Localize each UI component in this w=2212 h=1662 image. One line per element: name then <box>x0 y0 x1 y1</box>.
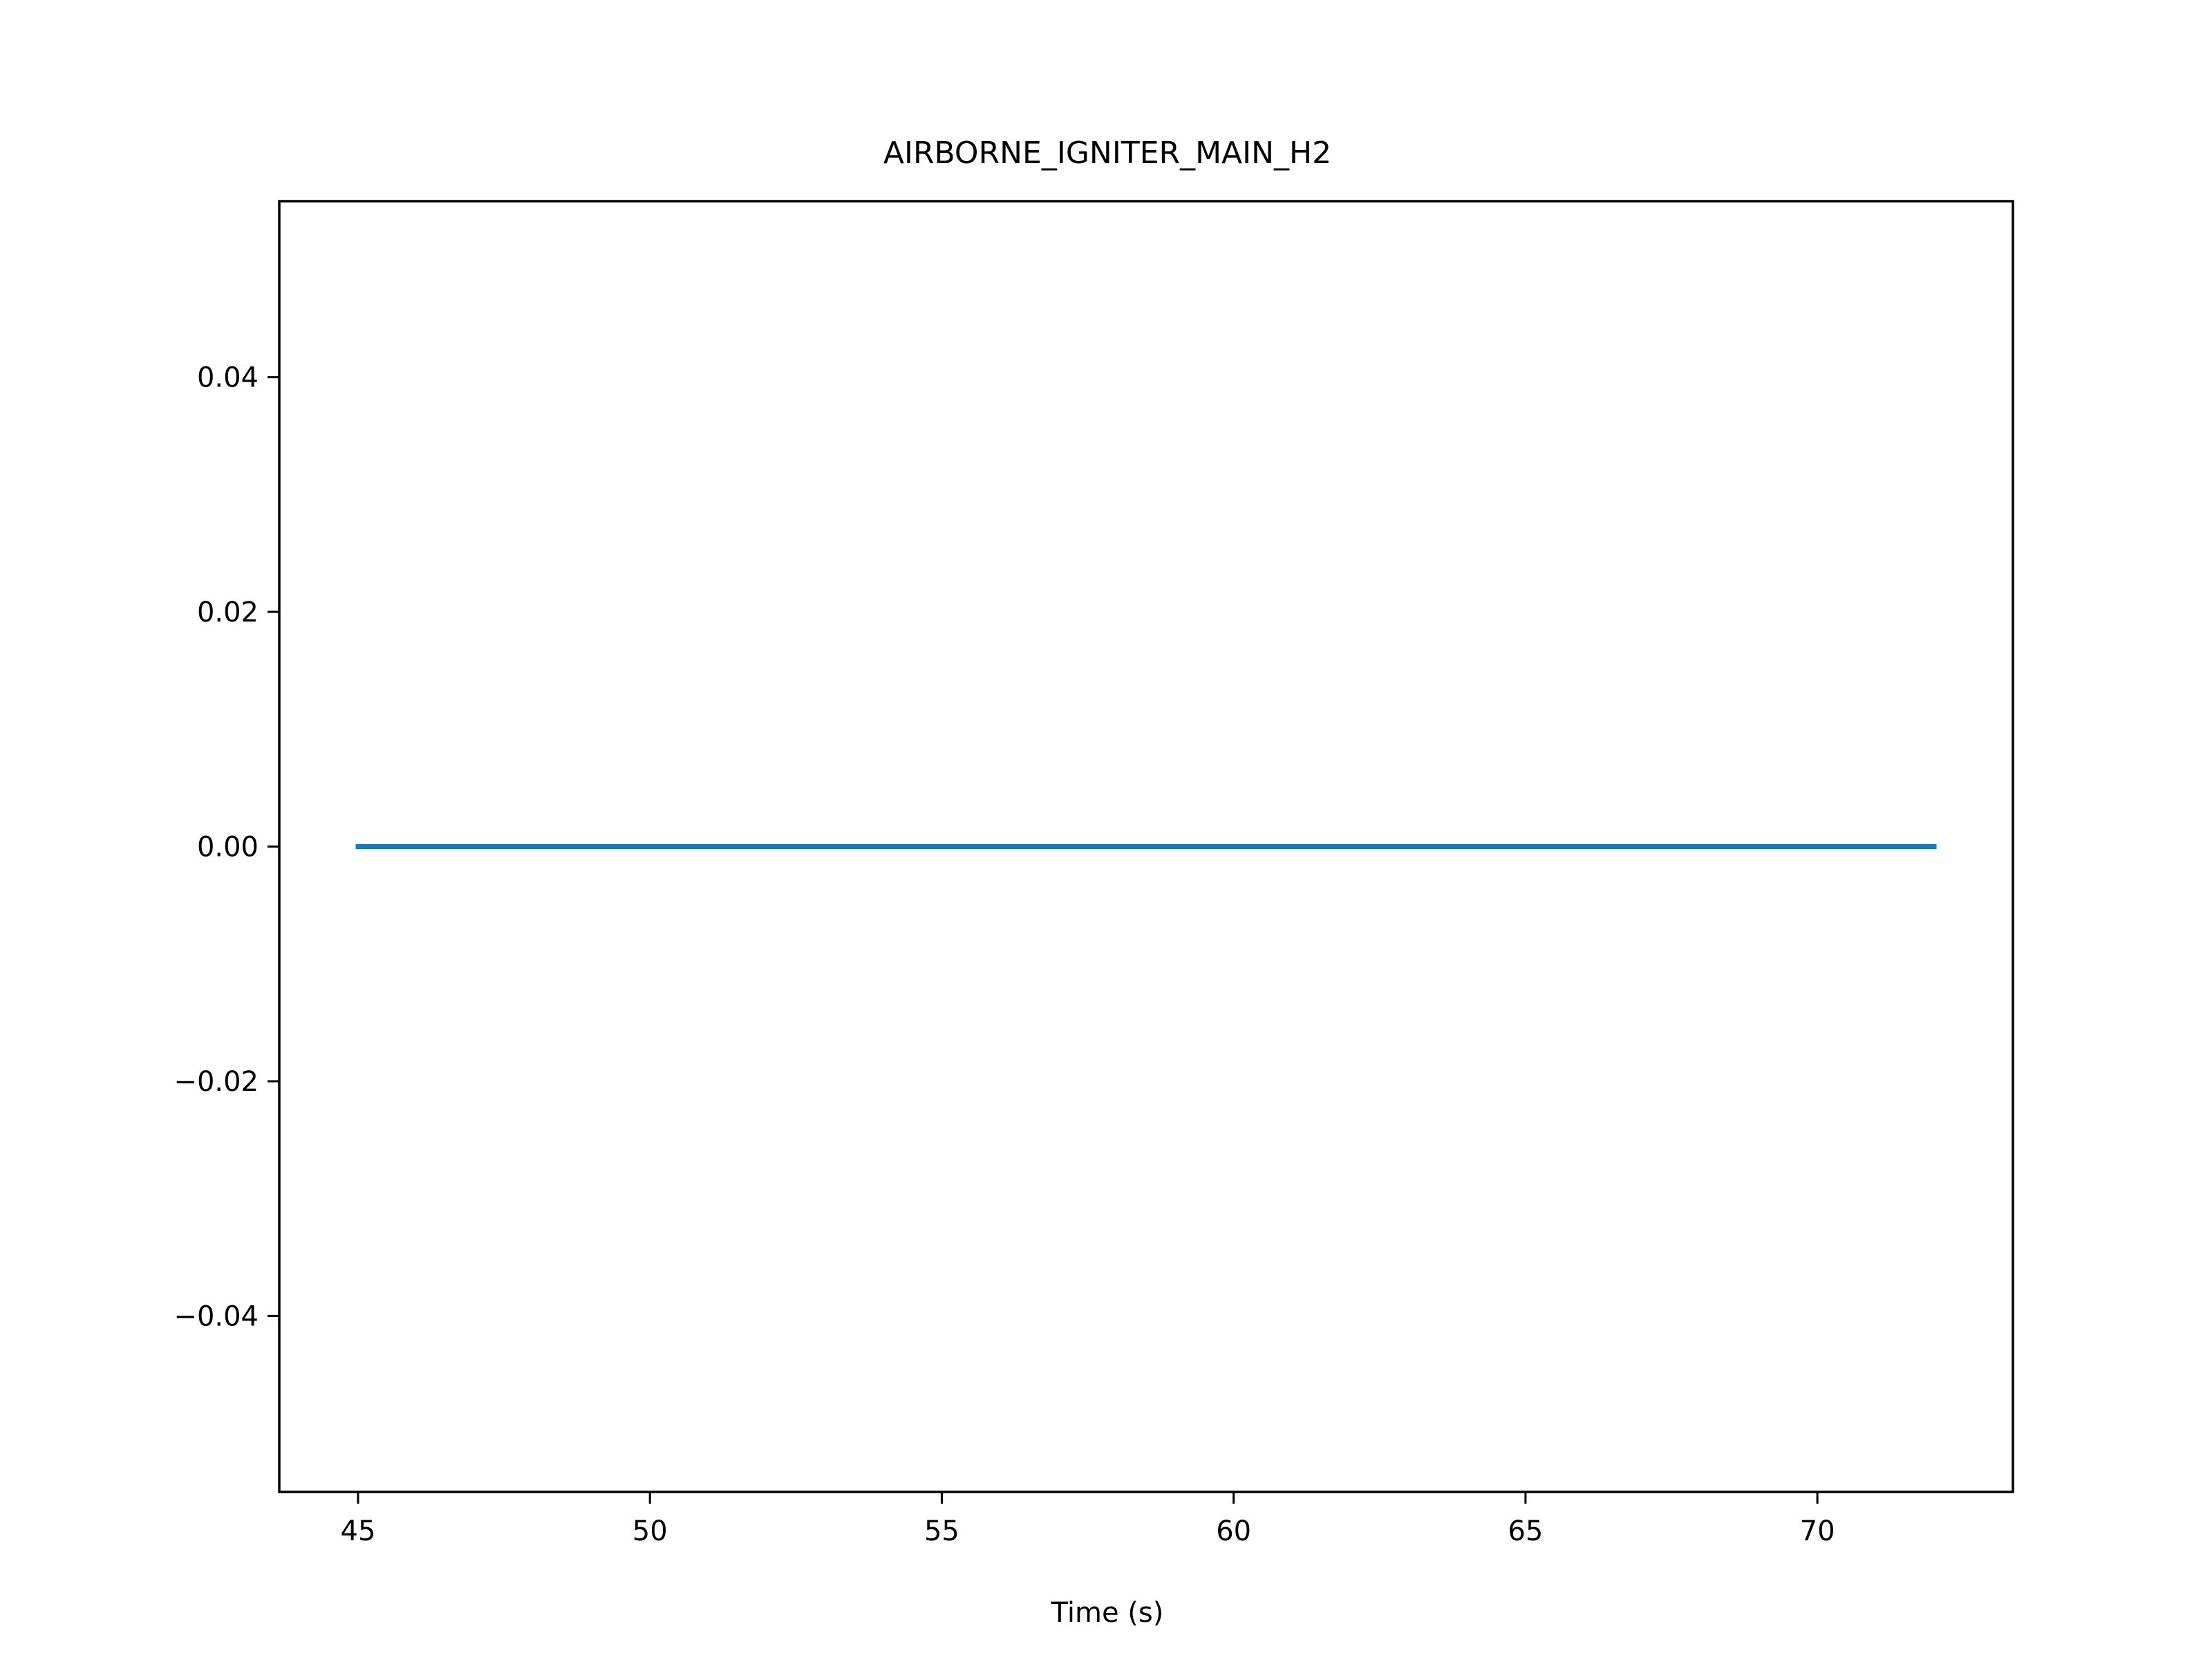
plot-area: 45 50 55 60 65 70 −0.04 −0.02 0.00 0.02 0.04 <box>174 200 2014 1547</box>
y-tick-label: 0.04 <box>197 362 259 394</box>
x-tick-label: 60 <box>1216 1515 1251 1547</box>
x-tick-label: 70 <box>1800 1515 1835 1547</box>
x-tick-label: 50 <box>632 1515 668 1547</box>
y-tick-label: 0.02 <box>197 597 259 628</box>
y-tick-label: −0.04 <box>174 1300 259 1332</box>
x-tick-label: 45 <box>341 1515 376 1547</box>
x-tick-label: 65 <box>1508 1515 1543 1547</box>
chart-title: AIRBORNE_IGNITER_MAIN_H2 <box>883 136 1331 171</box>
y-tick-label: 0.00 <box>197 832 259 863</box>
x-axis-label: Time (s) <box>1051 1597 1164 1629</box>
x-tick-label: 55 <box>924 1515 959 1547</box>
y-tick-label: −0.02 <box>174 1066 259 1098</box>
